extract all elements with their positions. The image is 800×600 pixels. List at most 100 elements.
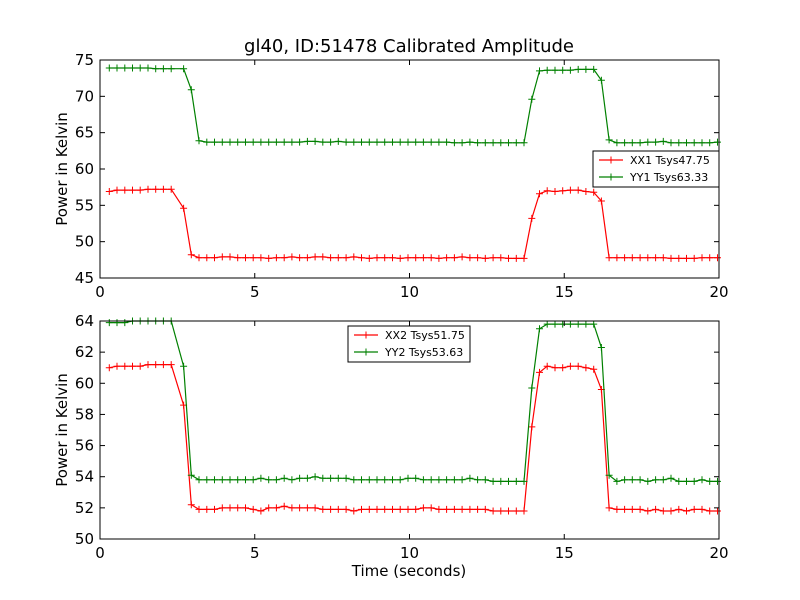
top-data-point — [288, 138, 296, 146]
bottom-data-point — [497, 507, 505, 515]
figure-title: gl40, ID:51478 Calibrated Amplitude — [244, 36, 574, 57]
bottom-data-point — [288, 504, 296, 512]
bottom-data-point — [613, 505, 621, 513]
top-data-point — [319, 253, 327, 261]
top-data-point — [129, 64, 136, 72]
top-data-point — [667, 139, 675, 147]
top-data-point — [249, 138, 257, 146]
top-series-line-1 — [109, 67, 718, 144]
top-data-point — [605, 254, 613, 262]
bottom-x-tick-label: 10 — [400, 544, 419, 562]
bottom-x-tick-label: 0 — [95, 544, 105, 562]
top-data-point — [435, 138, 443, 146]
top-x-tick-label: 15 — [555, 283, 574, 301]
bottom-data-point — [373, 505, 381, 513]
bottom-data-point — [551, 320, 559, 328]
bottom-data-point — [667, 507, 675, 515]
bottom-data-point — [319, 474, 327, 482]
top-y-tick-label: 70 — [75, 87, 94, 105]
top-data-point — [350, 253, 358, 261]
top-data-point — [590, 188, 598, 196]
top-legend-marker — [607, 173, 615, 181]
bottom-data-point — [574, 362, 582, 370]
top-data-point — [129, 186, 136, 194]
top-data-point — [667, 254, 675, 262]
top-data-point — [659, 254, 667, 262]
bottom-data-point — [582, 364, 590, 372]
top-data-point — [675, 139, 683, 147]
bottom-data-point — [474, 505, 482, 513]
bottom-data-point — [443, 505, 451, 513]
bottom-data-point — [505, 507, 512, 515]
top-data-point — [404, 138, 412, 146]
bottom-data-point — [675, 477, 683, 485]
bottom-legend-marker — [362, 331, 370, 339]
top-data-point — [159, 185, 167, 193]
top-data-point — [211, 138, 218, 146]
top-data-point — [167, 65, 175, 73]
top-data-point — [489, 254, 497, 262]
top-data-point — [105, 188, 113, 195]
bottom-data-point — [574, 320, 582, 328]
bottom-data-point — [698, 476, 706, 484]
top-data-point — [342, 138, 350, 146]
bottom-data-point — [489, 477, 497, 485]
bottom-data-point — [272, 476, 280, 484]
top-data-point — [195, 254, 203, 262]
top-data-point — [582, 65, 590, 73]
top-data-point — [342, 254, 350, 262]
bottom-data-point — [690, 477, 698, 485]
top-data-point — [136, 186, 144, 194]
bottom-data-point — [706, 477, 714, 485]
bottom-data-point — [327, 474, 335, 482]
top-data-point — [706, 254, 714, 262]
bottom-data-point — [628, 505, 636, 513]
top-data-point — [566, 186, 574, 194]
top-data-point — [443, 138, 451, 146]
top-data-point — [311, 137, 319, 145]
top-data-point — [195, 137, 203, 145]
bottom-data-point — [265, 504, 273, 512]
bottom-data-point — [296, 504, 304, 512]
top-data-point — [566, 66, 574, 74]
bottom-data-point — [419, 476, 427, 484]
bottom-data-point — [381, 476, 389, 484]
top-data-point — [613, 139, 621, 147]
top-data-point — [272, 254, 280, 262]
top-series-yy1 — [105, 64, 721, 147]
bottom-data-point — [203, 476, 211, 484]
bottom-y-tick-label: 50 — [75, 530, 94, 548]
bottom-data-point — [590, 320, 598, 328]
bottom-data-point — [358, 505, 365, 513]
bottom-data-point — [497, 477, 505, 485]
bottom-data-point — [288, 476, 296, 484]
top-data-point — [497, 139, 505, 147]
top-data-point — [597, 76, 605, 84]
bottom-data-point — [257, 474, 265, 482]
bottom-x-tick-label: 15 — [555, 544, 574, 562]
top-data-point — [536, 190, 543, 198]
top-data-point — [690, 254, 698, 262]
top-y-tick-label: 60 — [75, 160, 94, 178]
bottom-data-point — [311, 504, 319, 512]
bottom-data-point — [706, 507, 714, 515]
top-data-point — [334, 254, 342, 262]
bottom-data-point — [226, 504, 234, 512]
top-data-point — [234, 254, 242, 262]
bottom-data-point — [714, 507, 721, 515]
top-data-point — [358, 138, 365, 146]
bottom-data-point — [435, 505, 443, 513]
top-data-point — [412, 138, 420, 146]
bottom-x-tick-label: 20 — [709, 544, 728, 562]
top-data-point — [597, 197, 605, 205]
bottom-y-tick-label: 52 — [75, 499, 94, 517]
bottom-legend-marker — [362, 348, 370, 356]
bottom-data-point — [528, 384, 536, 392]
bottom-data-point — [358, 476, 365, 484]
bottom-data-point — [334, 474, 342, 482]
bottom-data-point — [211, 476, 218, 484]
bottom-data-point — [458, 505, 466, 513]
top-legend-label: XX1 Tsys47.75 — [630, 154, 710, 167]
top-data-point — [144, 64, 152, 72]
bottom-data-point — [272, 504, 280, 512]
